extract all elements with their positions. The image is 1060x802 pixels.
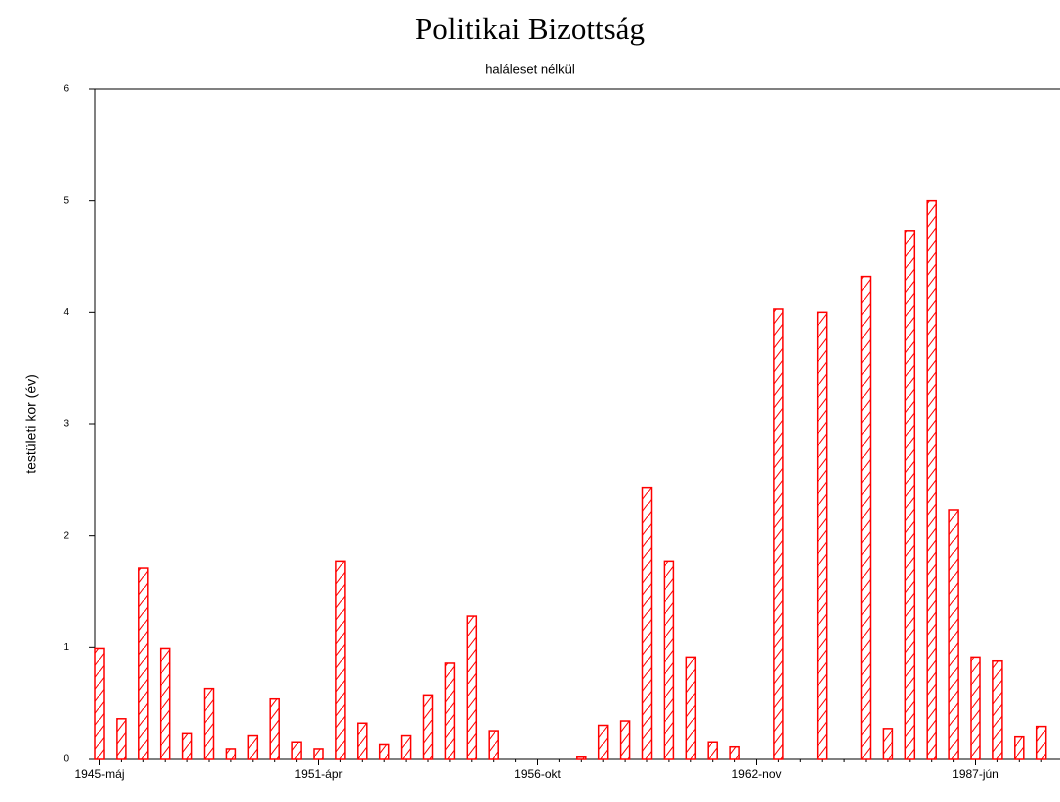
x-tick-label: 1945-máj: [74, 767, 124, 781]
bar: [422, 694, 434, 760]
bar: [225, 748, 237, 760]
bar: [335, 560, 346, 760]
bar: [488, 730, 499, 760]
y-tick-label: 3: [63, 419, 69, 430]
bar: [685, 656, 697, 760]
y-tick-label: 4: [63, 307, 69, 318]
bar: [269, 697, 280, 760]
x-tick-label: 1951-ápr: [294, 767, 342, 781]
chart-subtitle: haláleset nélkül: [485, 61, 575, 76]
y-tick-label: 5: [63, 195, 69, 206]
y-tick-label: 1: [63, 642, 69, 653]
x-tick-label: 1987-jún: [952, 767, 999, 781]
bar: [992, 659, 1003, 760]
bar: [641, 486, 653, 760]
bar: [313, 748, 324, 760]
bar: [203, 687, 215, 760]
x-tick-label: 1956-okt: [514, 767, 561, 781]
bar: [926, 199, 937, 760]
bar: [773, 308, 784, 760]
bar: [116, 718, 127, 760]
bar: [357, 722, 368, 760]
y-axis-label: testületi kor (év): [23, 374, 39, 474]
bar: [159, 647, 171, 760]
bar: [1014, 735, 1025, 760]
bar: [138, 567, 149, 760]
bar: [1035, 725, 1047, 760]
bar: [882, 728, 894, 760]
chart-title: Politikai Bizottság: [415, 11, 645, 46]
bar: [378, 743, 390, 760]
bar: [444, 662, 456, 760]
bar: [816, 311, 828, 760]
bar: [181, 732, 193, 760]
bar: [970, 656, 981, 760]
bar: [904, 230, 916, 760]
bar: [729, 745, 740, 760]
bar: [576, 756, 587, 760]
bar: [466, 615, 478, 760]
y-tick-label: 6: [63, 84, 69, 95]
bar: [663, 560, 675, 760]
bar: [860, 275, 872, 760]
bar: [948, 509, 959, 760]
bar: [94, 647, 105, 760]
y-tick-label: 0: [63, 754, 69, 765]
bar: [707, 741, 718, 760]
bar: [247, 734, 259, 760]
x-tick-label: 1962-nov: [731, 767, 781, 781]
bar: [619, 720, 631, 760]
y-tick-label: 2: [63, 530, 69, 541]
bar: [291, 741, 302, 760]
bar: [597, 724, 609, 760]
bar: [400, 734, 412, 760]
